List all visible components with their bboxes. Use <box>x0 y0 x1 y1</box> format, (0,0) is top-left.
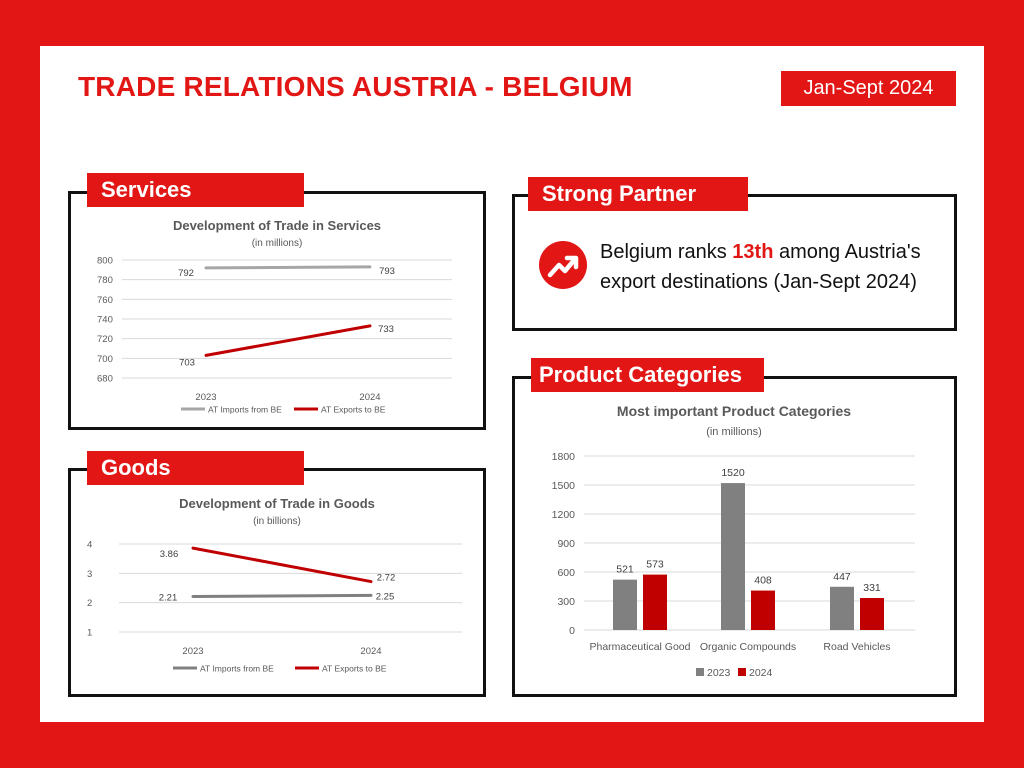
partner-text-after: among Austria's export destinations (Jan… <box>600 241 921 293</box>
partner-text-before: Belgium ranks <box>600 241 733 263</box>
goods-panel: Development of Trade in Goods (in billion… <box>68 468 486 697</box>
data-label: 793 <box>379 266 395 277</box>
x-tick-label: 2023 <box>195 392 216 403</box>
y-tick-label: 1800 <box>552 451 576 463</box>
data-label: 408 <box>754 575 772 587</box>
period-badge: Jan-Sept 2024 <box>781 71 956 106</box>
legend-label: AT Imports from BE <box>208 405 282 415</box>
services-panel-tag: Services <box>87 173 304 207</box>
y-tick-label: 600 <box>557 567 575 579</box>
data-label: 1520 <box>721 467 745 479</box>
series-line-1 <box>191 593 373 599</box>
page-title: TRADE RELATIONS AUSTRIA - BELGIUM <box>78 71 633 102</box>
services-panel: Development of Trade in Services (in mill… <box>68 191 486 430</box>
y-tick-label: 1 <box>87 628 92 639</box>
bar-2023-3 <box>830 586 854 630</box>
x-tick-label: 2024 <box>360 646 381 657</box>
bar-2024-1 <box>643 574 667 630</box>
data-label: 521 <box>616 564 634 576</box>
chart-title: Development of Trade in Goods <box>179 496 375 511</box>
legend-label: 2023 <box>707 667 731 679</box>
x-tick-label: Pharmaceutical Good <box>590 641 691 653</box>
x-tick-label: Road Vehicles <box>823 641 890 653</box>
x-tick-label: 2024 <box>359 392 380 403</box>
goods-panel-tag: Goods <box>87 451 304 485</box>
chart-subtitle: (in millions) <box>706 426 762 438</box>
data-label: 2.25 <box>376 591 395 602</box>
partner-panel-tag: Strong Partner <box>528 177 748 211</box>
series-line-2 <box>191 546 373 584</box>
y-tick-label: 680 <box>97 374 113 385</box>
y-tick-label: 300 <box>557 596 575 608</box>
data-label: 2.72 <box>377 573 396 584</box>
legend-swatch <box>696 668 704 676</box>
x-tick-label: 2023 <box>182 646 203 657</box>
chart-subtitle: (in millions) <box>252 238 303 249</box>
y-tick-label: 1500 <box>552 480 576 492</box>
bar-2024-2 <box>751 590 775 630</box>
y-tick-label: 4 <box>87 540 92 551</box>
x-tick-label: Organic Compounds <box>700 641 796 653</box>
legend-label: AT Imports from BE <box>200 664 274 674</box>
bar-2023-1 <box>613 579 637 630</box>
chart-subtitle: (in billions) <box>253 516 301 527</box>
products-chart: Most important Product Categories (in mil… <box>552 403 915 679</box>
legend-label: AT Exports to BE <box>321 405 386 415</box>
y-tick-label: 720 <box>97 334 113 345</box>
data-label: 703 <box>179 357 195 368</box>
data-label: 447 <box>833 571 851 583</box>
data-label: 573 <box>646 559 664 571</box>
slide: TRADE RELATIONS AUSTRIA - BELGIUM Jan-Se… <box>40 46 984 722</box>
series-line-1 <box>204 265 372 270</box>
chart-title: Development of Trade in Services <box>173 218 381 233</box>
chart-title: Most important Product Categories <box>617 403 851 419</box>
legend-label: 2024 <box>749 667 773 679</box>
y-tick-label: 700 <box>97 354 113 365</box>
data-label: 2.21 <box>159 593 178 604</box>
legend-label: AT Exports to BE <box>322 664 387 674</box>
y-tick-label: 900 <box>557 538 575 550</box>
y-tick-label: 740 <box>97 315 113 326</box>
products-panel-tag: Product Categories <box>531 358 764 392</box>
data-label: 331 <box>863 582 881 594</box>
partner-rank: 13th <box>732 241 774 263</box>
y-tick-label: 0 <box>569 625 575 637</box>
y-tick-label: 800 <box>97 256 113 267</box>
trending-up-icon <box>539 241 587 289</box>
data-label: 733 <box>378 324 394 335</box>
partner-statement: Belgium ranks 13th among Austria's expor… <box>600 237 960 297</box>
data-label: 792 <box>178 268 194 279</box>
bar-2024-3 <box>860 598 884 630</box>
y-tick-label: 2 <box>87 598 92 609</box>
partner-panel: Belgium ranks 13th among Austria's expor… <box>512 194 957 331</box>
services-chart: Development of Trade in Services (in mill… <box>97 218 452 415</box>
goods-chart: Development of Trade in Goods (in billion… <box>87 496 462 674</box>
legend-swatch <box>738 668 746 676</box>
data-label: 3.86 <box>160 549 179 560</box>
series-line-2 <box>204 324 372 357</box>
y-tick-label: 3 <box>87 569 92 580</box>
products-panel: Most important Product Categories (in mil… <box>512 376 957 697</box>
y-tick-label: 1200 <box>552 509 576 521</box>
y-tick-label: 760 <box>97 295 113 306</box>
bar-2023-2 <box>721 483 745 630</box>
y-tick-label: 780 <box>97 275 113 286</box>
